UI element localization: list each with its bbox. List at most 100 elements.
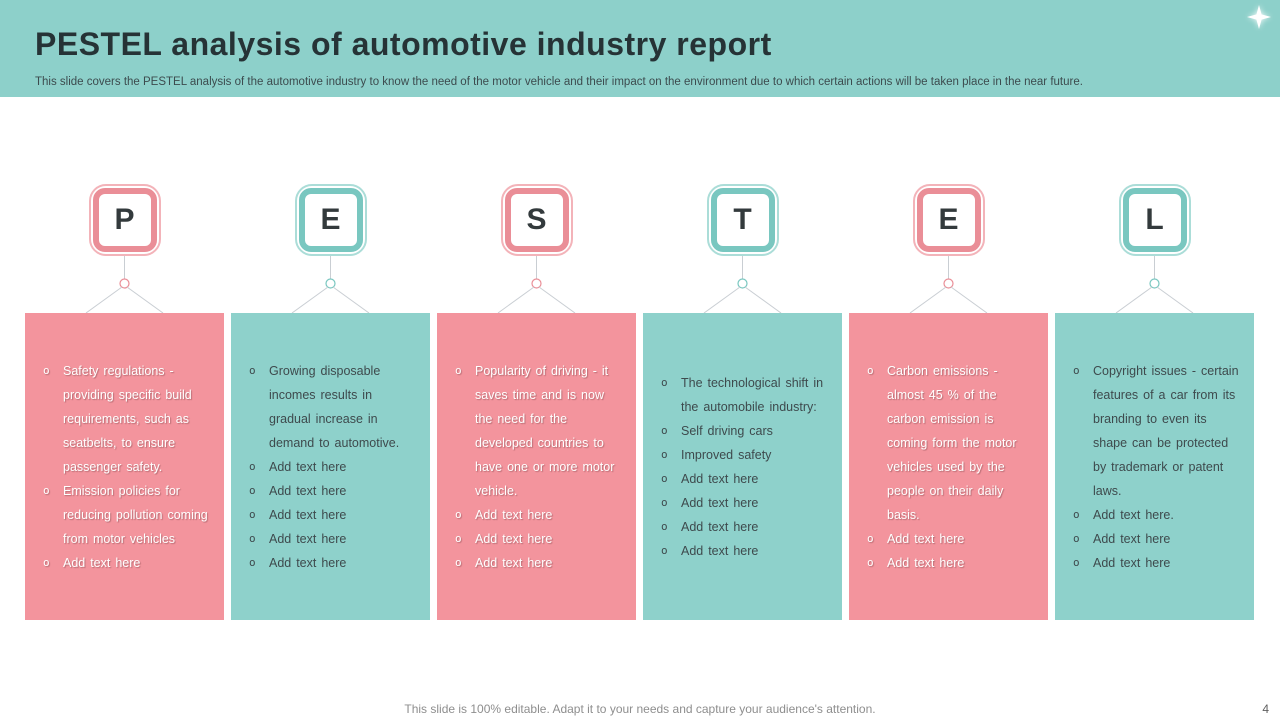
letter-badge: T	[706, 184, 779, 256]
bullet-text: Add text here	[681, 471, 759, 486]
bullet-item: o Self driving cars	[657, 419, 830, 443]
bullet-text: Add text here	[475, 507, 553, 522]
bullet-marker: o	[249, 507, 256, 521]
pestel-columns: P o Safety regulations - providing specif…	[25, 184, 1254, 620]
page-number: 4	[1262, 702, 1269, 716]
badge-letter: S	[526, 203, 547, 236]
bullet-item: o Improved safety	[657, 443, 830, 467]
bullet-text: Add text here	[475, 531, 553, 546]
bullet-item: o Add text here	[863, 551, 1036, 575]
bullet-marker: o	[43, 555, 50, 569]
bullet-text: Growing disposable incomes results in gr…	[269, 363, 400, 450]
bullet-text: Add text here	[681, 543, 759, 558]
bullet-text: Add text here	[269, 459, 347, 474]
bullet-marker: o	[661, 423, 668, 437]
bullet-list: o Growing disposable incomes results in g…	[245, 359, 418, 575]
letter-badge-inner: S	[504, 188, 569, 252]
pestel-column-s2: S o Popularity of driving - it saves time…	[437, 184, 636, 620]
pestel-column-l5: L o Copyright issues - certain features o…	[1055, 184, 1254, 620]
bullet-text: Improved safety	[681, 447, 772, 462]
connector-line	[909, 256, 988, 313]
letter-badge: L	[1118, 184, 1191, 256]
connector-line	[1115, 256, 1194, 313]
bullet-item: o Add text here	[245, 455, 418, 479]
bullet-marker: o	[249, 531, 256, 545]
connector-line	[703, 256, 782, 313]
bullet-text: Add text here	[269, 507, 347, 522]
bullet-list: o Carbon emissions - almost 45 % of the c…	[863, 359, 1036, 575]
connector-line	[497, 256, 576, 313]
bullet-marker: o	[43, 483, 50, 497]
letter-badge-inner: L	[1122, 188, 1187, 252]
pestel-column-e1: E o Growing disposable incomes results in…	[231, 184, 430, 620]
bullet-marker: o	[249, 555, 256, 569]
bullet-item: o Add text here	[1069, 527, 1242, 551]
bullet-item: o Add text here	[245, 479, 418, 503]
bullet-marker: o	[661, 447, 668, 461]
bullet-item: o Add text here	[1069, 551, 1242, 575]
bullet-item: o Add text here	[245, 527, 418, 551]
bullet-text: Carbon emissions - almost 45 % of the ca…	[887, 363, 1017, 522]
letter-badge-inner: P	[92, 188, 157, 252]
bullet-item: o Popularity of driving - it saves time a…	[451, 359, 624, 503]
bullet-text: Add text here	[269, 531, 347, 546]
pestel-card: o Growing disposable incomes results in g…	[231, 313, 430, 620]
letter-badge: S	[500, 184, 573, 256]
slide-header: PESTEL analysis of automotive industry r…	[0, 0, 1280, 97]
bullet-text: Add text here	[1093, 531, 1171, 546]
bullet-item: o Safety regulations - providing specific…	[39, 359, 212, 479]
bullet-marker: o	[661, 471, 668, 485]
letter-badge: P	[88, 184, 161, 256]
page-title: PESTEL analysis of automotive industry r…	[35, 26, 772, 62]
pestel-column-t3: T o The technological shift in the automo…	[643, 184, 842, 620]
bullet-marker: o	[1073, 555, 1080, 569]
bullet-text: Popularity of driving - it saves time an…	[475, 363, 615, 498]
bullet-item: o Add text here	[451, 527, 624, 551]
bullet-item: o Growing disposable incomes results in g…	[245, 359, 418, 455]
letter-badge-inner: E	[298, 188, 363, 252]
bullet-marker: o	[249, 459, 256, 473]
bullet-text: Add text here	[475, 555, 553, 570]
bullet-list: o Safety regulations - providing specific…	[39, 359, 212, 575]
bullet-item: o Add text here	[451, 551, 624, 575]
bullet-text: Safety regulations - providing specific …	[63, 363, 192, 474]
bullet-marker: o	[249, 483, 256, 497]
bullet-item: o Add text here.	[1069, 503, 1242, 527]
bullet-marker: o	[455, 507, 462, 521]
sparkle-icon	[1247, 5, 1271, 29]
bullet-text: Add text here	[887, 555, 965, 570]
bullet-item: o Emission policies for reducing pollutio…	[39, 479, 212, 551]
pestel-card: o Popularity of driving - it saves time a…	[437, 313, 636, 620]
bullet-list: o Copyright issues - certain features of …	[1069, 359, 1242, 575]
connector-line	[85, 256, 164, 313]
bullet-text: Add text here	[269, 483, 347, 498]
bullet-item: o Add text here	[657, 467, 830, 491]
page-subtitle: This slide covers the PESTEL analysis of…	[35, 76, 1083, 88]
badge-letter: E	[938, 203, 959, 236]
bullet-text: Copyright issues - certain features of a…	[1093, 363, 1239, 498]
letter-badge-inner: T	[710, 188, 775, 252]
bullet-item: o Add text here	[451, 503, 624, 527]
bullet-list: o Popularity of driving - it saves time a…	[451, 359, 624, 575]
pestel-card: o Copyright issues - certain features of …	[1055, 313, 1254, 620]
bullet-marker: o	[661, 375, 668, 389]
letter-badge: E	[912, 184, 985, 256]
bullet-item: o Add text here	[657, 539, 830, 563]
badge-letter: E	[320, 203, 341, 236]
bullet-text: Add text here	[269, 555, 347, 570]
bullet-marker: o	[43, 363, 50, 377]
bullet-item: o Add text here	[863, 527, 1036, 551]
bullet-text: Add text here	[681, 519, 759, 534]
bullet-text: Add text here	[1093, 555, 1171, 570]
badge-letter: L	[1145, 203, 1164, 236]
bullet-text: Add text here	[681, 495, 759, 510]
bullet-marker: o	[661, 543, 668, 557]
badge-letter: T	[733, 203, 752, 236]
bullet-marker: o	[455, 363, 462, 377]
pestel-card: o The technological shift in the automobi…	[643, 313, 842, 620]
bullet-marker: o	[1073, 363, 1080, 377]
bullet-item: o Copyright issues - certain features of …	[1069, 359, 1242, 503]
footer-note: This slide is 100% editable. Adapt it to…	[404, 702, 876, 716]
bullet-item: o Add text here	[245, 503, 418, 527]
bullet-marker: o	[455, 531, 462, 545]
